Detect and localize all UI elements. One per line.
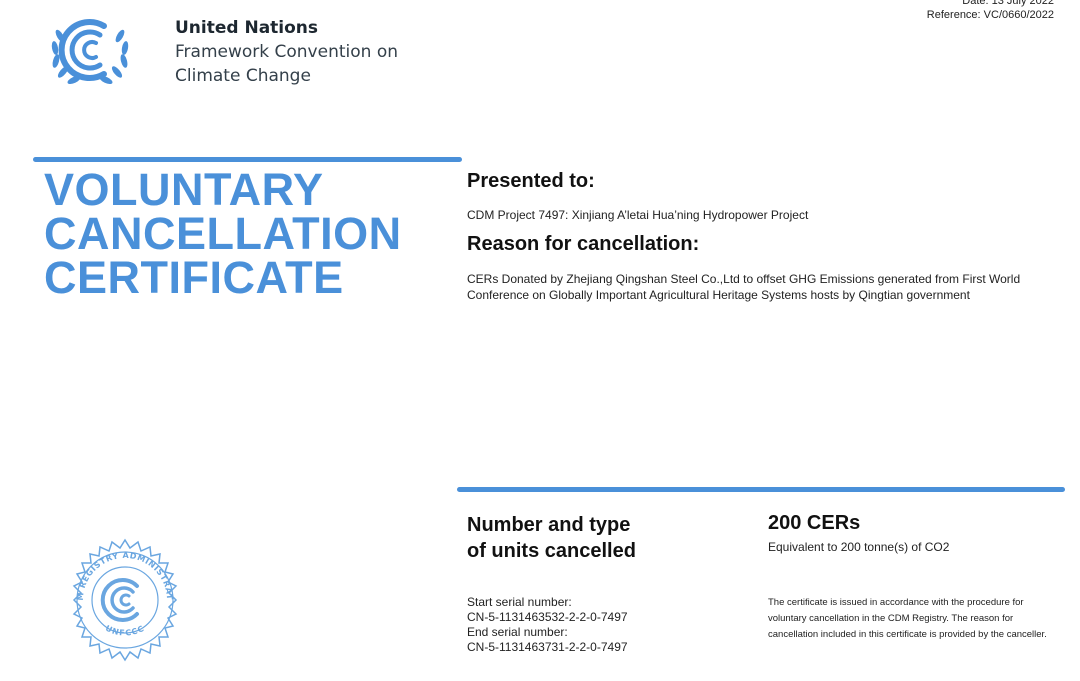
start-serial-label: Start serial number:: [467, 595, 572, 609]
org-name-line1: United Nations: [175, 18, 319, 38]
units-equivalent: Equivalent to 200 tonne(s) of CO2: [768, 540, 950, 554]
org-name-line3: Climate Change: [175, 66, 311, 86]
start-serial-value: CN-5-1131463532-2-2-0-7497: [467, 610, 628, 624]
reason-heading: Reason for cancellation:: [467, 233, 700, 255]
end-serial-value: CN-5-1131463731-2-2-0-7497: [467, 640, 628, 654]
title-divider: [33, 157, 462, 162]
serial-numbers: Start serial number: CN-5-1131463532-2-2…: [467, 595, 628, 655]
certificate-reference: Reference: VC/0660/2022: [926, 9, 1054, 21]
svg-text:UNFCCC: UNFCCC: [104, 624, 146, 638]
title-line3: CERTIFICATE: [44, 252, 344, 303]
certificate-date: Date: 13 July 2022: [962, 0, 1054, 7]
end-serial-label: End serial number:: [467, 625, 568, 639]
units-heading-line2: of units cancelled: [467, 540, 636, 562]
title-line1: VOLUNTARY: [44, 164, 324, 215]
seal-bottom-text: UNFCCC: [104, 624, 145, 638]
title-line2: CANCELLATION: [44, 208, 402, 259]
units-amount: 200 CERs: [768, 512, 861, 534]
organization-name: United Nations Framework Convention on C…: [175, 16, 398, 88]
units-heading-line1: Number and type: [467, 514, 631, 536]
org-name-line2: Framework Convention on: [175, 42, 398, 62]
presented-text: CDM Project 7497: Xinjiang A’letai Hua’n…: [467, 208, 809, 222]
presented-heading: Presented to:: [467, 170, 595, 192]
reason-text: CERs Donated by Zhejiang Qingshan Steel …: [467, 272, 1021, 302]
certificate-title: VOLUNTARY CANCELLATION CERTIFICATE: [44, 164, 402, 303]
units-heading: Number and type of units cancelled: [467, 512, 636, 564]
cdm-registry-seal-icon: CDM REGISTRY ADMINISTRATOR UNFCCC: [63, 538, 178, 662]
certificate-meta: Date: 13 July 2022 Reference: VC/0660/20…: [927, 0, 1054, 22]
issuance-note: The certificate is issued in accordance …: [768, 597, 1047, 640]
units-divider: [457, 487, 1065, 492]
unfccc-emblem-icon: [51, 19, 129, 85]
